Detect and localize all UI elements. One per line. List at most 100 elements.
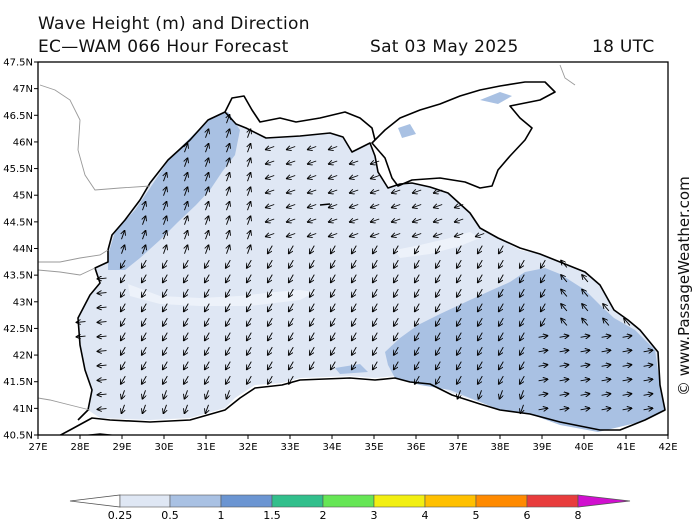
wave-arrow: [350, 205, 359, 208]
chart-title: Wave Height (m) and Direction: [38, 14, 310, 34]
wave-arrow: [538, 408, 548, 410]
wave-arrow: [561, 275, 568, 283]
wave-arrow: [205, 332, 210, 341]
wave-arrow: [206, 158, 209, 167]
wave-arrow: [185, 144, 188, 153]
wave-arrow: [520, 259, 525, 268]
wave-arrow: [226, 346, 231, 355]
wave-arrow: [121, 361, 126, 370]
wave-arrow: [352, 317, 357, 326]
wave-arrow: [580, 379, 590, 381]
wave-arrow: [289, 346, 294, 355]
legend-swatch: [169, 494, 222, 508]
wave-arrow: [413, 190, 422, 193]
wave-arrow: [227, 144, 230, 153]
legend-swatch: [119, 494, 171, 508]
wave-arrow: [247, 332, 252, 341]
wave-arrow: [206, 129, 209, 138]
wave-arrow: [248, 158, 251, 167]
wave-arrow: [331, 332, 336, 341]
wave-arrow: [413, 205, 422, 208]
wave-arrow: [121, 375, 126, 384]
wave-arrow: [310, 274, 315, 283]
wave-arrow: [601, 408, 611, 410]
wave-arrow: [184, 303, 189, 312]
wave-arrow: [205, 317, 210, 326]
wave-arrow: [373, 303, 378, 312]
wave-arrow: [559, 379, 569, 381]
wave-arrow: [289, 259, 294, 268]
wave-arrow: [538, 336, 548, 338]
wave-arrow: [185, 245, 188, 254]
wave-arrow: [184, 317, 189, 326]
wave-arrow: [559, 365, 569, 367]
lon-tick-label: 37E: [448, 442, 467, 453]
wave-arrow: [98, 365, 107, 366]
wave-arrow: [247, 375, 252, 384]
wave-arrow: [289, 332, 294, 341]
lon-tick-label: 36E: [406, 442, 425, 453]
wave-arrow: [394, 259, 399, 268]
wave-arrow: [268, 288, 273, 297]
wave-arrow: [436, 346, 441, 355]
wave-arrow: [457, 346, 462, 355]
wave-arrow: [538, 394, 548, 396]
wave-arrow: [77, 336, 86, 337]
wave-arrow: [142, 259, 147, 268]
wave-arrow: [205, 361, 210, 370]
wave-arrow: [479, 390, 482, 398]
wave-arrow: [601, 394, 611, 396]
wave-arrow: [227, 129, 230, 138]
wave-arrow: [227, 390, 230, 398]
legend-swatch: [475, 494, 528, 508]
wave-arrow: [478, 288, 483, 297]
wave-arrow: [163, 274, 168, 283]
wave-arrow: [287, 234, 296, 237]
wave-arrow: [143, 216, 146, 225]
wave-arrow: [266, 147, 275, 150]
wave-arrow: [434, 190, 443, 193]
wave-arrow: [121, 259, 126, 268]
wave-arrow: [163, 317, 168, 326]
wave-arrow: [457, 288, 462, 297]
wave-arrow: [163, 303, 168, 312]
wave-arrow: [329, 190, 338, 193]
lon-tick-label: 41E: [616, 442, 635, 453]
wave-arrow: [394, 288, 399, 297]
lon-tick-label: 27E: [28, 442, 47, 453]
wave-arrow: [541, 317, 546, 326]
wave-arrow: [142, 303, 147, 312]
wave-arrow: [331, 303, 336, 312]
lon-tick-label: 35E: [364, 442, 383, 453]
wave-arrow: [287, 147, 296, 150]
wave-arrow: [392, 205, 401, 208]
wave-arrow: [289, 361, 294, 370]
wave-arrow: [142, 346, 147, 355]
legend-swatch: [373, 494, 426, 508]
wave-arrow: [164, 202, 167, 211]
wave-arrow: [227, 245, 230, 254]
wave-arrow: [185, 390, 188, 398]
wave-arrow: [500, 390, 503, 398]
lat-tick-label: 44.5N: [3, 217, 33, 228]
lon-tick-label: 38E: [490, 442, 509, 453]
wave-arrow: [266, 190, 275, 193]
wave-arrow: [287, 161, 296, 164]
wave-arrow: [184, 361, 189, 370]
wave-direction-arrows: [77, 115, 653, 413]
wave-arrow: [227, 187, 230, 196]
wave-arrow: [436, 274, 441, 283]
wave-arrow: [206, 245, 209, 254]
wave-arrow: [164, 404, 167, 413]
wave-arrow: [185, 202, 188, 211]
wave-arrow: [373, 346, 378, 355]
wave-arrow: [248, 231, 251, 240]
wave-arrow: [352, 288, 357, 297]
wave-arrow: [413, 219, 422, 222]
legend-label: 1: [218, 509, 225, 522]
wave-arrow: [266, 205, 275, 208]
wave-band-0_5-1m: [108, 112, 240, 270]
wave-arrow: [121, 346, 126, 355]
wave-arrow: [643, 379, 653, 381]
wave-arrow: [142, 288, 147, 297]
